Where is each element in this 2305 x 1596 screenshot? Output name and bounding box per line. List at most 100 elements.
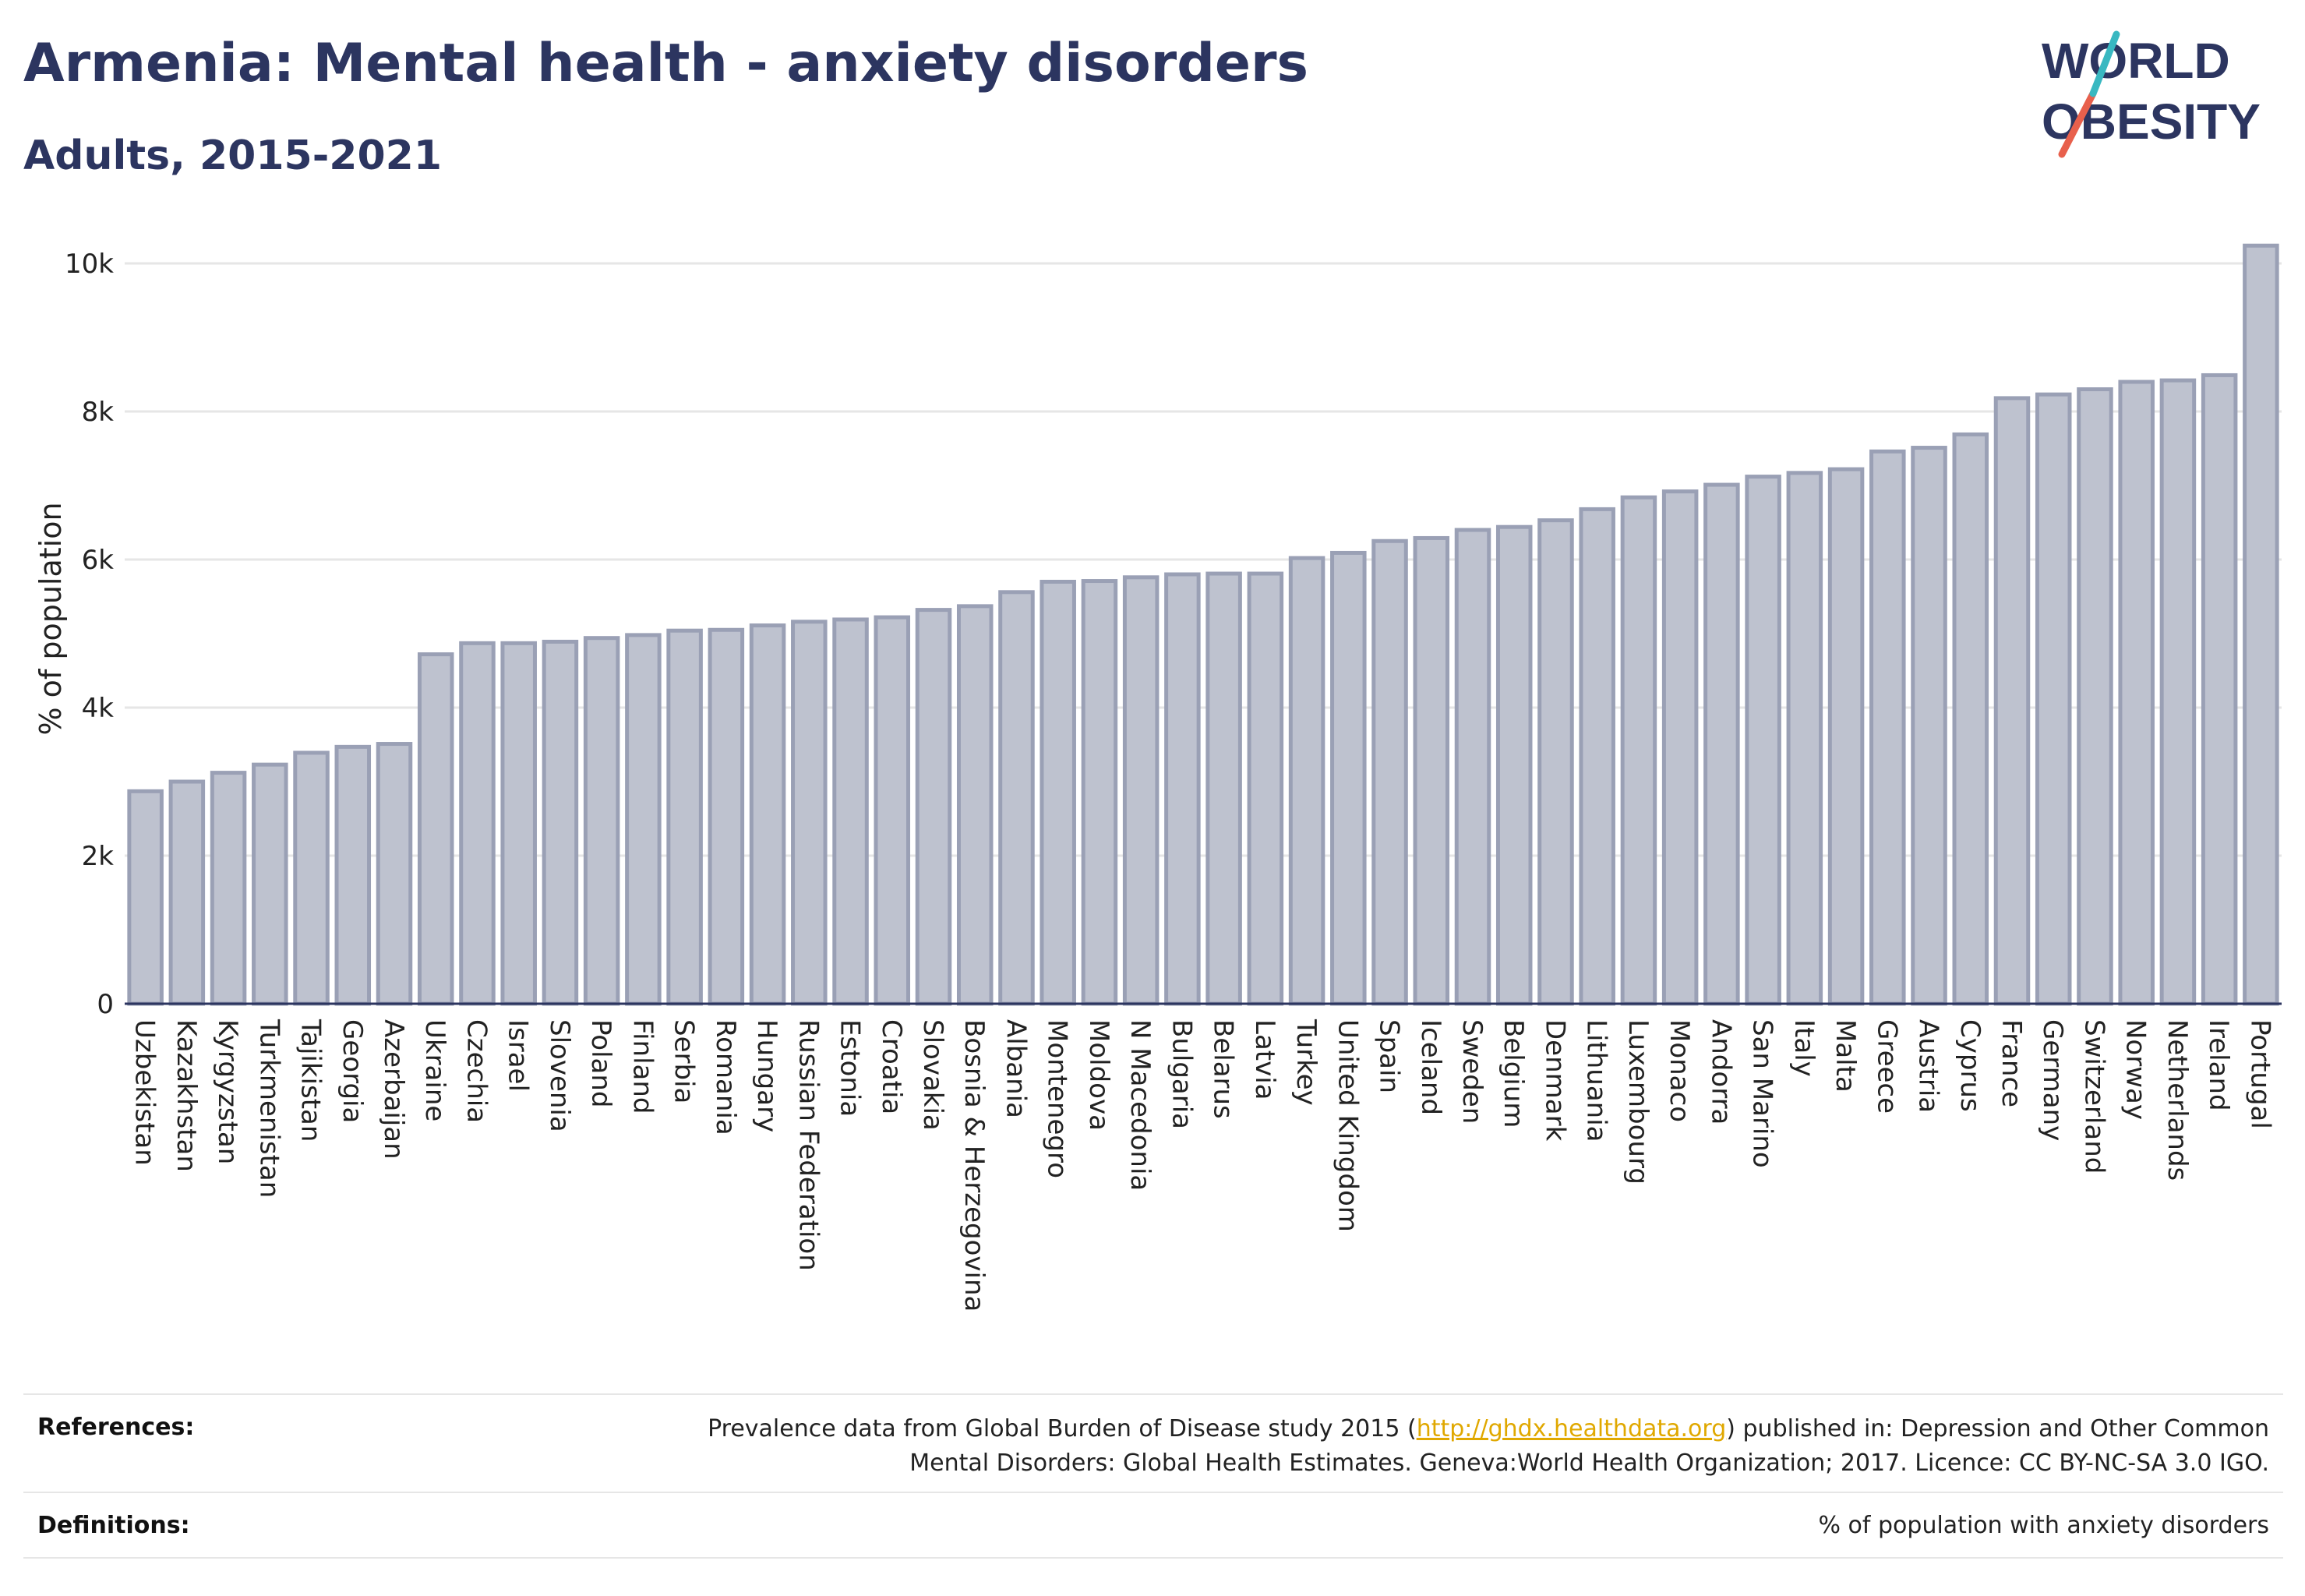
bar	[1661, 489, 1699, 1006]
bar	[1579, 507, 1615, 1006]
y-tick-label: 6k	[82, 545, 115, 576]
bar	[1620, 495, 1657, 1006]
x-tick-label: Ukraine	[419, 1019, 450, 1121]
y-tick-label: 0	[97, 989, 114, 1020]
bar	[1413, 535, 1450, 1006]
x-tick-label: Bosnia & Herzegovina	[958, 1019, 990, 1312]
x-tick-label: Norway	[2120, 1019, 2151, 1120]
x-tick-label: Lithuania	[1581, 1019, 1612, 1142]
bar	[1081, 579, 1118, 1006]
x-tick-label: Israel	[503, 1019, 534, 1092]
bar	[1911, 446, 1947, 1006]
world-obesity-logo: WORLD OBESITY	[2042, 30, 2261, 158]
y-tick-label: 10k	[65, 249, 114, 280]
x-tick-label: Slovakia	[917, 1019, 948, 1131]
footer-divider-bottom	[23, 1557, 2283, 1559]
references-text-before: Prevalence data from Global Burden of Di…	[708, 1415, 1417, 1442]
x-tick-label: Romania	[710, 1019, 741, 1135]
references-text-after: ) published in: Depression and Other Com…	[1726, 1415, 2269, 1442]
logo-line1: WORLD	[2042, 33, 2230, 89]
x-tick-label: Turkmenistan	[253, 1019, 284, 1198]
x-tick-label: Iceland	[1415, 1019, 1446, 1115]
bar	[168, 779, 206, 1006]
bar	[500, 641, 537, 1006]
references-link[interactable]: http://ghdx.healthdata.org	[1416, 1415, 1727, 1442]
x-tick-label: Czechia	[461, 1019, 492, 1123]
x-tick-label: Uzbekistan	[129, 1019, 161, 1166]
x-tick-label: Germany	[2037, 1019, 2068, 1141]
x-tick-label: Switzerland	[2078, 1019, 2109, 1174]
x-tick-label: Russian Federation	[792, 1019, 824, 1271]
bar	[293, 750, 330, 1006]
bar	[708, 627, 745, 1006]
references-label: References:	[37, 1414, 195, 1441]
references-text-line2: Mental Disorders: Global Health Estimate…	[909, 1449, 2269, 1477]
x-tick-label: Serbia	[669, 1019, 700, 1103]
bar	[1288, 556, 1325, 1006]
bar	[791, 620, 828, 1006]
x-tick-label: Luxembourg	[1622, 1019, 1654, 1185]
definitions-text: % of population with anxiety disorders	[1818, 1512, 2269, 1539]
bar	[1495, 524, 1533, 1006]
x-tick-label: Turkey	[1290, 1019, 1322, 1106]
x-tick-label: Belarus	[1208, 1019, 1239, 1119]
bar	[2243, 243, 2279, 1006]
bar	[1827, 467, 1865, 1006]
definitions-label: Definitions:	[37, 1512, 190, 1539]
x-tick-label: United Kingdom	[1332, 1019, 1363, 1232]
x-tick-label: Latvia	[1249, 1019, 1280, 1100]
bar	[915, 608, 952, 1006]
x-tick-label: Albania	[1000, 1019, 1031, 1118]
definitions-section: Definitions: % of population with anxiet…	[23, 1501, 2283, 1555]
x-tick-label: Spain	[1374, 1019, 1405, 1093]
bar	[2201, 373, 2238, 1006]
x-tick-label: Poland	[585, 1019, 616, 1108]
x-tick-label: San Marino	[1747, 1019, 1778, 1168]
bar	[1703, 482, 1740, 1006]
x-tick-label: Sweden	[1456, 1019, 1488, 1124]
x-tick-label: Austria	[1913, 1019, 1944, 1113]
bar	[2118, 380, 2155, 1006]
bar	[583, 636, 620, 1006]
bar	[1164, 572, 1201, 1006]
bar	[1869, 449, 1906, 1006]
x-tick-label: France	[1996, 1019, 2027, 1107]
references-section: References: Prevalence data from Global …	[23, 1403, 2283, 1488]
x-tick-label: Andorra	[1705, 1019, 1736, 1125]
x-tick-label: Monaco	[1664, 1019, 1695, 1122]
bar	[127, 789, 164, 1006]
footer-divider-middle	[23, 1492, 2283, 1493]
y-tick-label: 4k	[82, 693, 115, 724]
x-tick-label: N Macedonia	[1124, 1019, 1156, 1191]
bar	[998, 590, 1035, 1006]
x-tick-label: Azerbaijan	[378, 1019, 409, 1160]
x-tick-label: Kazakhstan	[171, 1019, 202, 1172]
x-tick-label: Moldova	[1083, 1019, 1114, 1131]
bar	[1537, 518, 1574, 1006]
chart-title: Armenia: Mental health - anxiety disorde…	[23, 33, 1308, 94]
bar	[417, 652, 454, 1006]
x-tick-label: Croatia	[876, 1019, 907, 1114]
bar	[334, 744, 372, 1006]
bar	[625, 633, 662, 1006]
bar	[1247, 571, 1284, 1006]
x-tick-label: Denmark	[1539, 1019, 1570, 1142]
bar	[2077, 387, 2113, 1006]
x-tick-label: Cyprus	[1954, 1019, 1986, 1112]
bar	[1330, 550, 1367, 1006]
x-tick-label: Montenegro	[1042, 1019, 1073, 1178]
x-tick-label: Slovenia	[544, 1019, 575, 1132]
bar	[874, 615, 911, 1006]
bar	[542, 639, 579, 1006]
x-tick-label: Bulgaria	[1166, 1019, 1197, 1129]
logo-slash-red	[2058, 90, 2097, 158]
bar	[2035, 392, 2072, 1006]
x-tick-label: Ireland	[2203, 1019, 2234, 1111]
bar	[1371, 538, 1408, 1006]
bar	[459, 641, 496, 1006]
x-tick-label: Netherlands	[2162, 1019, 2193, 1181]
bar-chart: 0 2k 4k 6k 8k 10k % of population Uzbekistan Kaz…	[34, 243, 2282, 1312]
x-tick-label: Tajikistan	[295, 1019, 327, 1142]
bar	[956, 604, 994, 1006]
y-tick-label: 2k	[82, 841, 115, 872]
